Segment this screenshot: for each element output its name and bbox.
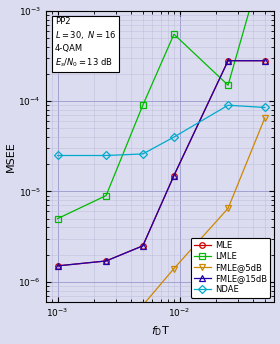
Line: NDAE: NDAE xyxy=(55,103,268,158)
Legend: MLE, LMLE, FMLE@5dB, FMLE@15dB, NDAE: MLE, LMLE, FMLE@5dB, FMLE@15dB, NDAE xyxy=(191,238,270,298)
Line: FMLE@5dB: FMLE@5dB xyxy=(55,115,268,344)
FMLE@5dB xyxy=(172,267,176,271)
LMLE xyxy=(172,32,176,36)
Line: MLE: MLE xyxy=(55,58,268,269)
NDAE xyxy=(263,105,267,109)
MLE xyxy=(56,264,59,268)
FMLE@5dB xyxy=(141,303,144,307)
LMLE xyxy=(227,83,230,87)
NDAE xyxy=(141,152,144,156)
LMLE xyxy=(141,103,144,107)
FMLE@15dB xyxy=(263,58,267,63)
FMLE@5dB xyxy=(227,206,230,211)
MLE xyxy=(104,259,108,263)
MLE xyxy=(227,58,230,63)
FMLE@15dB xyxy=(227,58,230,63)
Line: FMLE@15dB: FMLE@15dB xyxy=(55,58,268,269)
Text: PP2
$L = 30,\ N = 16$
4-QAM
$E_s/N_0 = 13$ dB: PP2 $L = 30,\ N = 16$ 4-QAM $E_s/N_0 = 1… xyxy=(55,17,116,69)
FMLE@15dB xyxy=(172,173,176,178)
NDAE xyxy=(104,153,108,158)
NDAE xyxy=(172,135,176,139)
NDAE xyxy=(56,153,59,158)
FMLE@5dB xyxy=(263,116,267,120)
LMLE xyxy=(56,217,59,221)
X-axis label: $f_{\mathrm{D}}$T: $f_{\mathrm{D}}$T xyxy=(151,325,170,338)
MLE xyxy=(263,58,267,63)
FMLE@15dB xyxy=(104,259,108,263)
FMLE@5dB xyxy=(104,343,108,344)
MLE xyxy=(141,244,144,248)
LMLE xyxy=(104,194,108,198)
Y-axis label: MSEE: MSEE xyxy=(6,141,16,172)
MLE xyxy=(172,173,176,178)
NDAE xyxy=(227,103,230,107)
Line: LMLE: LMLE xyxy=(55,0,268,222)
FMLE@15dB xyxy=(56,264,59,268)
FMLE@15dB xyxy=(141,244,144,248)
